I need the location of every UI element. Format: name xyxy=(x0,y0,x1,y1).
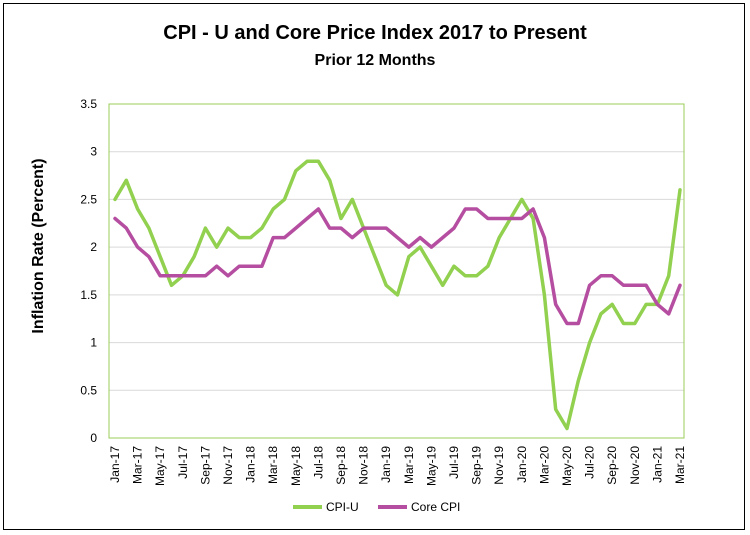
x-tick-label: Jan-20 xyxy=(515,446,529,483)
y-tick-label: 1 xyxy=(90,336,97,350)
x-tick-label: May-19 xyxy=(424,446,438,486)
y-tick-label: 3.5 xyxy=(80,97,97,111)
x-axis-ticks: Jan-17 Mar-17 May-17 Jul-17 Sep-17 Nov-17 Jan-… xyxy=(108,446,687,486)
series-lines xyxy=(113,159,682,431)
y-axis-ticks: 0 0.5 1 1.5 2 2.5 3 3.5 xyxy=(80,97,97,445)
x-tick-label: Jan-19 xyxy=(379,446,393,483)
y-axis-title: Inflation Rate (Percent) xyxy=(30,158,47,333)
x-tick-label: Sep-20 xyxy=(605,446,619,485)
series-line-cpi-u xyxy=(113,159,682,431)
chart-title: CPI - U and Core Price Index 2017 to Pre… xyxy=(163,22,587,44)
gridlines xyxy=(109,151,684,391)
chart-subtitle: Prior 12 Months xyxy=(315,52,436,69)
x-tick-label: Sep-17 xyxy=(198,446,212,485)
x-tick-label: Mar-20 xyxy=(537,446,551,484)
x-tick-label: May-17 xyxy=(153,446,167,486)
legend-label-cpi-u: CPI-U xyxy=(326,500,359,514)
y-tick-label: 3 xyxy=(90,145,97,159)
legend-label-core-cpi: Core CPI xyxy=(411,500,460,514)
y-tick-label: 2 xyxy=(90,240,97,254)
x-tick-label: Jul-17 xyxy=(176,446,190,479)
x-tick-label: May-20 xyxy=(560,446,574,486)
y-tick-label: 0 xyxy=(90,431,97,445)
x-tick-label: Nov-17 xyxy=(221,446,235,485)
y-tick-label: 2.5 xyxy=(80,192,97,206)
y-tick-label: 1.5 xyxy=(80,288,97,302)
x-tick-label: Sep-19 xyxy=(470,446,484,485)
x-tick-label: Nov-20 xyxy=(628,446,642,485)
x-tick-label: Jul-18 xyxy=(311,446,325,479)
x-tick-label: Sep-18 xyxy=(334,446,348,485)
series-line-core-cpi xyxy=(113,207,682,326)
x-tick-label: Mar-21 xyxy=(673,446,687,484)
x-tick-label: Nov-19 xyxy=(492,446,506,485)
x-tick-label: Jan-17 xyxy=(108,446,122,483)
x-tick-label: Jan-21 xyxy=(650,446,664,483)
plot-area-border xyxy=(108,103,685,439)
x-tick-label: Nov-18 xyxy=(357,446,371,485)
legend: CPI-U Core CPI xyxy=(293,500,460,514)
chart-frame xyxy=(3,3,745,530)
x-tick-label: Jan-18 xyxy=(244,446,258,483)
x-tick-label: May-18 xyxy=(289,446,303,486)
x-tick-label: Jul-19 xyxy=(447,446,461,479)
x-tick-label: Mar-18 xyxy=(266,446,280,484)
x-tick-label: Mar-17 xyxy=(131,446,145,484)
x-tick-label: Jul-20 xyxy=(583,446,597,479)
x-tick-label: Mar-19 xyxy=(402,446,416,484)
y-tick-label: 0.5 xyxy=(80,383,97,397)
